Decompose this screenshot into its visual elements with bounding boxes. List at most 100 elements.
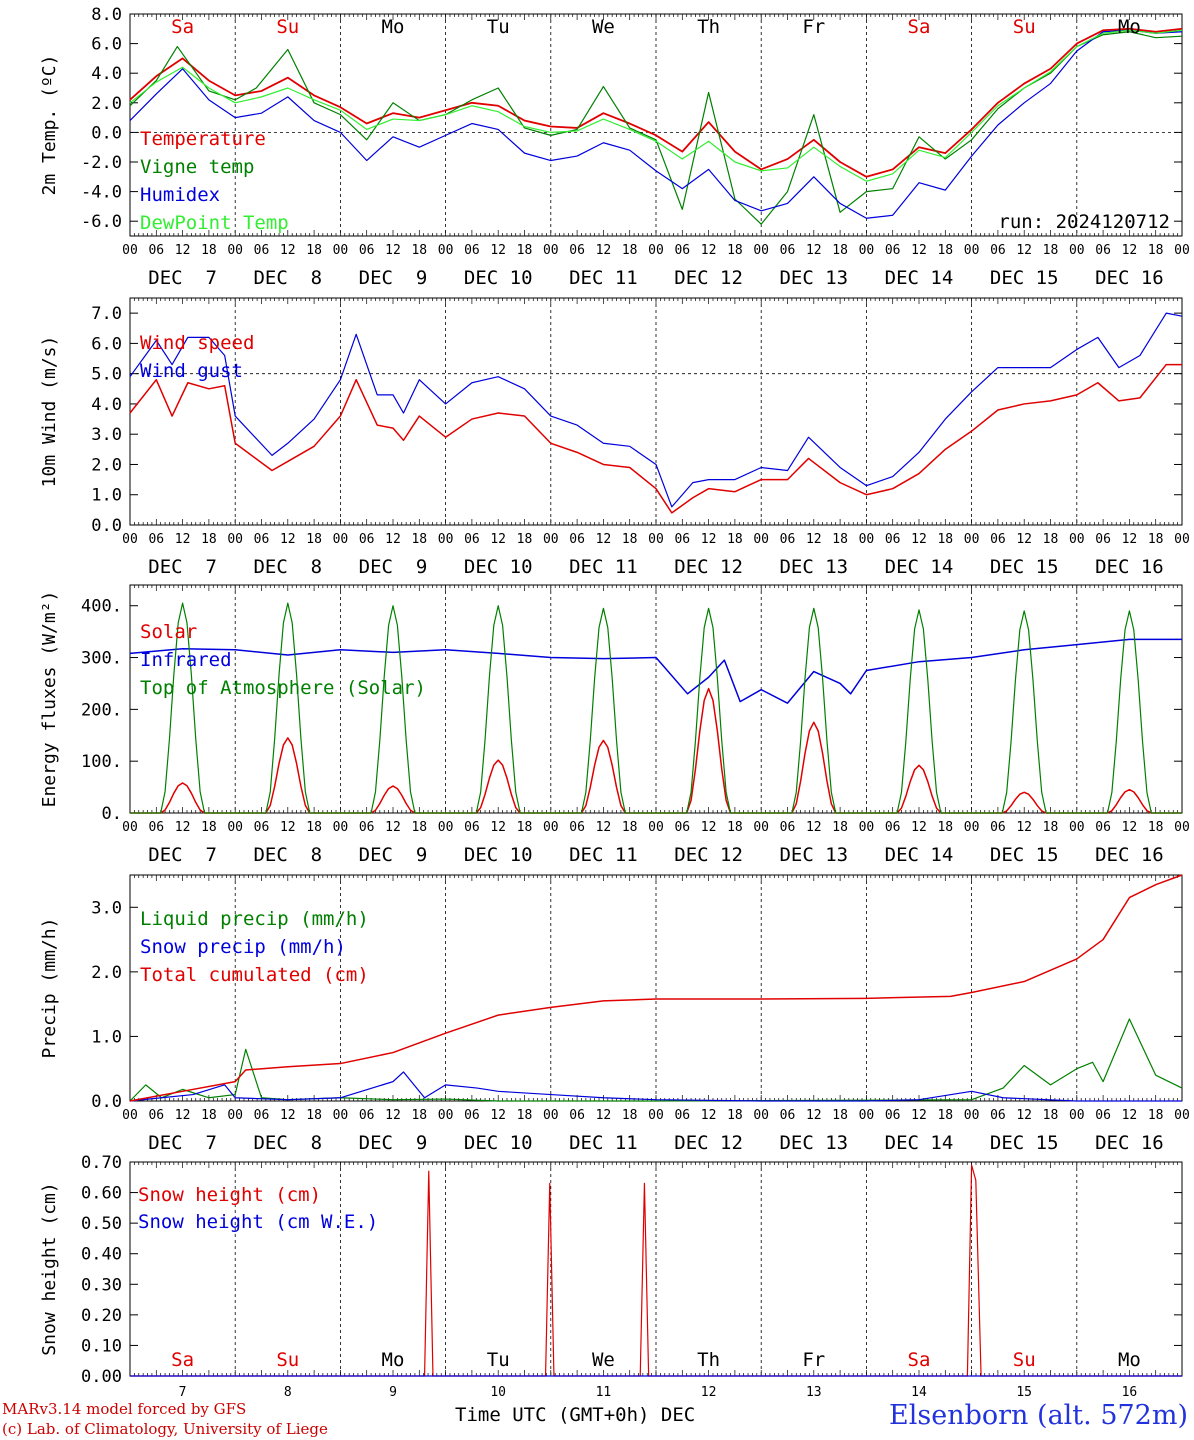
day-label: DEC 14 — [885, 556, 954, 578]
hour-tick-label: 12 — [490, 820, 506, 835]
y-tick-label: 0.60 — [81, 1184, 122, 1204]
hour-tick-label: 00 — [964, 1108, 980, 1123]
hour-tick-label: 06 — [254, 1108, 270, 1123]
day-label: DEC 16 — [1095, 1132, 1164, 1154]
hour-tick-label: 06 — [780, 532, 796, 547]
hour-tick-label: 12 — [385, 243, 401, 258]
hour-tick-label: 18 — [832, 1108, 848, 1123]
hour-tick-label: 06 — [990, 532, 1006, 547]
hour-tick-label: 18 — [937, 1108, 953, 1123]
hour-tick-label: 00 — [543, 243, 559, 258]
hour-tick-label: 06 — [569, 1108, 585, 1123]
day-label: DEC 8 — [253, 1132, 322, 1154]
legend-entry: Snow height (cm W.E.) — [138, 1211, 378, 1233]
day-label: DEC 7 — [148, 844, 217, 866]
hour-tick-label: 06 — [464, 820, 480, 835]
series-infrared — [129, 638, 1182, 704]
x-axis-title-text: Time UTC (GMT+0h) — [455, 1404, 650, 1426]
hour-tick-label: 00 — [227, 243, 243, 258]
day-label: DEC 13 — [779, 844, 848, 866]
hour-tick-label: 12 — [385, 532, 401, 547]
day-label: DEC 11 — [569, 1132, 638, 1154]
day-label: DEC 16 — [1095, 844, 1164, 866]
y-tick-label: 0.70 — [81, 1153, 122, 1173]
day-label: DEC 14 — [885, 844, 954, 866]
y-tick-label: 2.0 — [91, 94, 122, 114]
hour-tick-label: 18 — [937, 532, 953, 547]
hour-tick-label: 12 — [280, 532, 296, 547]
y-tick-label: 0.00 — [81, 1367, 122, 1387]
hour-tick-label: 06 — [885, 532, 901, 547]
hour-tick-label: 12 — [806, 1108, 822, 1123]
y-axis-label: Snow height (cm) — [39, 1182, 60, 1355]
hour-tick-label: 18 — [1148, 1108, 1164, 1123]
y-tick-label: 300. — [81, 649, 122, 669]
series-vigne-temp — [129, 31, 1183, 225]
hour-tick-label: 18 — [727, 820, 743, 835]
day-label: DEC 13 — [779, 1132, 848, 1154]
hour-tick-label: 12 — [490, 532, 506, 547]
hour-tick-label: 18 — [622, 820, 638, 835]
weekday-label: Sa — [908, 16, 931, 38]
day-number: 7 — [179, 1385, 187, 1400]
hour-tick-label: 00 — [648, 820, 664, 835]
day-label: DEC 16 — [1095, 267, 1164, 289]
hour-tick-label: 12 — [596, 1108, 612, 1123]
hour-tick-label: 00 — [1174, 243, 1190, 258]
x-axis-month: DEC — [660, 1404, 696, 1426]
day-label: DEC 13 — [779, 556, 848, 578]
y-axis-label: 10m Wind (m/s) — [39, 336, 60, 488]
day-label: DEC 10 — [464, 267, 533, 289]
series-dewpoint-temp — [129, 29, 1183, 182]
hour-tick-label: 12 — [1122, 820, 1138, 835]
day-label: DEC 16 — [1095, 556, 1164, 578]
day-label: DEC 14 — [885, 267, 954, 289]
hour-tick-label: 00 — [1069, 243, 1085, 258]
hour-tick-label: 12 — [1122, 1108, 1138, 1123]
hour-tick-label: 12 — [701, 532, 717, 547]
y-tick-label: 2.0 — [91, 963, 122, 983]
weekday-label: Mo — [1118, 16, 1141, 38]
day-number: 10 — [490, 1385, 506, 1400]
y-tick-label: 7.0 — [91, 304, 122, 324]
hour-tick-label: 18 — [1148, 243, 1164, 258]
hour-tick-label: 12 — [175, 820, 191, 835]
weekday-label: Sa — [171, 1349, 194, 1371]
y-axis-label: Precip (mm/h) — [39, 918, 60, 1059]
hour-tick-label: 00 — [859, 243, 875, 258]
day-label: DEC 11 — [569, 844, 638, 866]
hour-tick-label: 00 — [438, 243, 454, 258]
hour-tick-label: 18 — [517, 532, 533, 547]
hour-tick-label: 00 — [438, 1108, 454, 1123]
y-tick-label: 0. — [102, 804, 122, 824]
day-label: DEC 10 — [464, 1132, 533, 1154]
weekday-label: Th — [697, 16, 720, 38]
hour-tick-label: 12 — [385, 1108, 401, 1123]
hour-tick-label: 18 — [727, 532, 743, 547]
hour-tick-label: 12 — [1016, 820, 1032, 835]
hour-tick-label: 12 — [1016, 243, 1032, 258]
model-credit: MARv3.14 model forced by GFS — [2, 1400, 247, 1418]
hour-tick-label: 00 — [543, 820, 559, 835]
series-humidex — [129, 29, 1183, 219]
hour-tick-label: 00 — [753, 820, 769, 835]
hour-tick-label: 18 — [411, 1108, 427, 1123]
hour-tick-label: 12 — [490, 1108, 506, 1123]
day-number: 12 — [701, 1385, 717, 1400]
day-label: DEC 12 — [674, 844, 743, 866]
hour-tick-label: 12 — [596, 532, 612, 547]
hour-tick-label: 18 — [306, 532, 322, 547]
hour-tick-label: 06 — [990, 820, 1006, 835]
y-tick-label: 0.50 — [81, 1214, 122, 1234]
hour-tick-label: 18 — [832, 820, 848, 835]
y-tick-label: 1.0 — [91, 486, 122, 506]
hour-tick-label: 18 — [832, 532, 848, 547]
weekday-label: Su — [1013, 16, 1036, 38]
day-label: DEC 9 — [359, 556, 428, 578]
panel-2: 7.0 6.0 5.0 4.0 3.0 2.0 1.0 0.0 10m Wind (m/s) Wi… — [39, 297, 1190, 578]
y-tick-label: 4.0 — [91, 395, 122, 415]
hour-tick-label: 06 — [1095, 243, 1111, 258]
hour-tick-label: 00 — [1174, 532, 1190, 547]
day-label: DEC 12 — [674, 556, 743, 578]
